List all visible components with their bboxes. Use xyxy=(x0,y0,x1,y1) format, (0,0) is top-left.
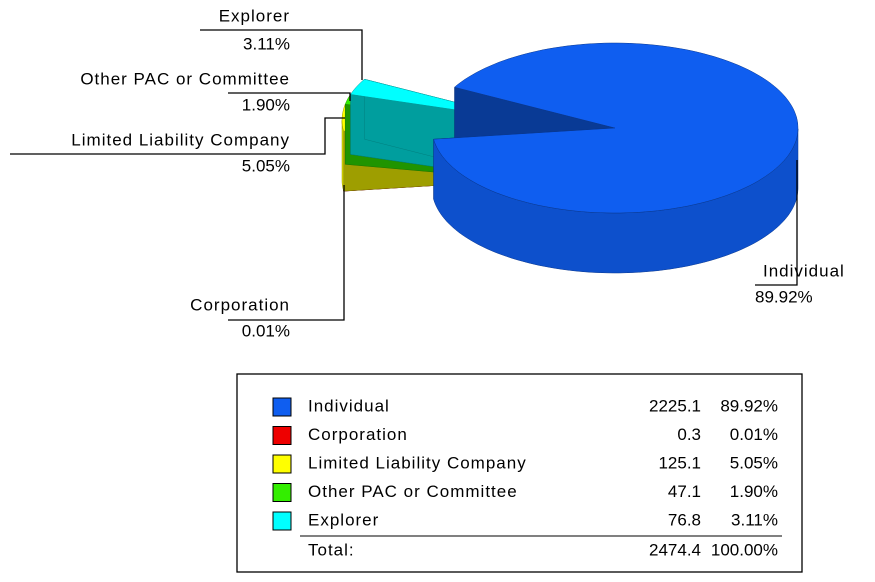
legend-amount: 0.3 xyxy=(677,425,701,444)
leader-line xyxy=(228,92,351,101)
legend-swatch xyxy=(272,397,292,417)
pie xyxy=(341,42,799,274)
slice-percent: 3.11% xyxy=(243,34,290,53)
slice-label: Limited Liability Company xyxy=(71,130,290,149)
slice-percent: 0.01% xyxy=(242,321,290,340)
slice-label: Corporation xyxy=(190,295,290,314)
legend-amount: 47.1 xyxy=(668,482,701,501)
legend-label: Corporation xyxy=(308,425,408,444)
legend-amount: 76.8 xyxy=(668,510,701,529)
leader-line xyxy=(10,117,345,155)
legend-swatch xyxy=(272,426,292,445)
slice xyxy=(433,42,799,214)
legend-swatch xyxy=(272,454,292,474)
legend: Individual 2225.1 89.92% Corporation 0.3 0.01… xyxy=(272,396,778,531)
total-amount: 2474.4 xyxy=(649,540,701,559)
slice-labels: Individual 89.92% Corporation 0.01% Limited … xyxy=(10,6,845,340)
total-label: Total: xyxy=(308,540,355,559)
total-percent: 100.00% xyxy=(711,540,778,559)
legend-label: Limited Liability Company xyxy=(308,453,527,472)
legend-swatch xyxy=(272,483,292,502)
legend-amount: 125.1 xyxy=(658,453,701,472)
legend-amount: 2225.1 xyxy=(649,396,701,415)
slice-label: Explorer xyxy=(219,6,290,25)
slice-percent: 89.92% xyxy=(755,287,813,306)
legend-percent: 89.92% xyxy=(720,396,778,415)
legend-label: Individual xyxy=(308,396,390,415)
slice-label: Other PAC or Committee xyxy=(80,69,290,88)
slice-label: Individual xyxy=(763,261,845,280)
slice-percent: 5.05% xyxy=(242,156,290,175)
leader-line xyxy=(755,160,798,286)
legend-label: Other PAC or Committee xyxy=(308,482,518,501)
legend-percent: 3.11% xyxy=(731,510,778,529)
slice-percent: 1.90% xyxy=(242,95,290,114)
legend-box xyxy=(236,373,803,573)
leader-line xyxy=(228,185,345,321)
legend-swatch xyxy=(272,511,292,531)
legend-percent: 0.01% xyxy=(730,425,778,444)
legend-percent: 5.05% xyxy=(730,453,778,472)
leader-line xyxy=(200,29,363,80)
legend-label: Explorer xyxy=(308,510,379,529)
legend-percent: 1.90% xyxy=(730,482,778,501)
